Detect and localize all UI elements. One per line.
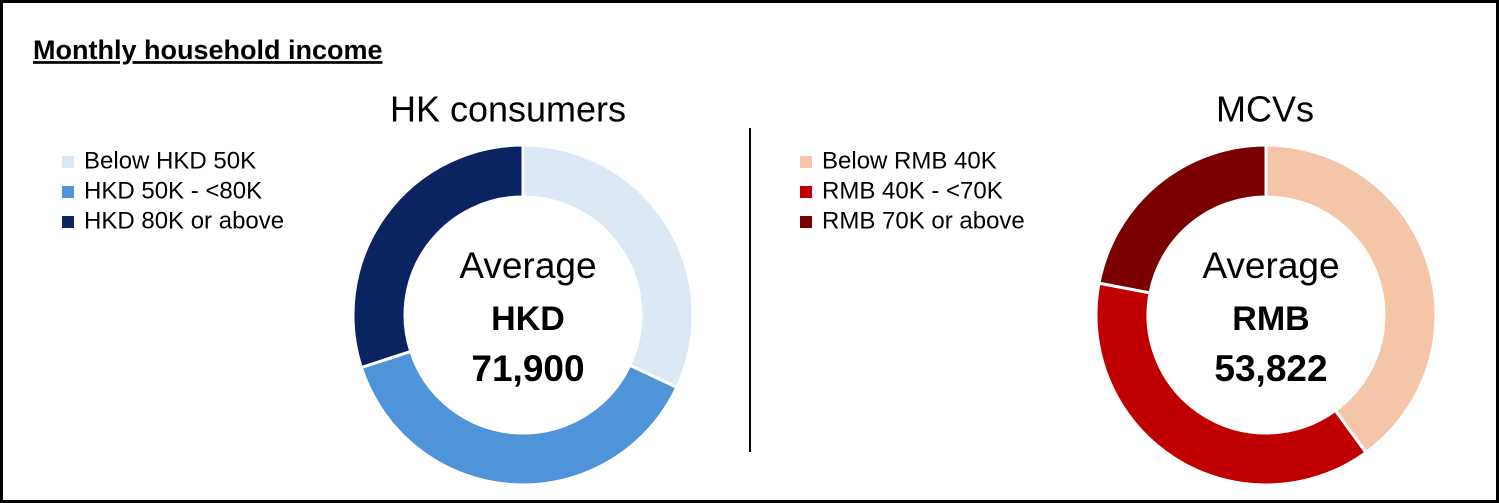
center-text: Average: [1202, 245, 1339, 286]
donut-segment: [1097, 143, 1268, 295]
legend-label: HKD 50K - <80K: [84, 177, 262, 204]
center-text: HKD: [491, 300, 565, 338]
legend-swatch: [800, 216, 812, 228]
center-text: 71,900: [471, 348, 584, 389]
legend-label: RMB 70K or above: [822, 207, 1025, 234]
center-text: RMB: [1232, 300, 1309, 338]
legend-label: RMB 40K - <70K: [822, 177, 1003, 204]
legend-swatch: [62, 156, 74, 168]
chart-title: MCVs: [1216, 89, 1314, 130]
legend-swatch: [800, 156, 812, 168]
donut-segment: [351, 143, 525, 370]
legend-label: Below HKD 50K: [84, 147, 256, 174]
donut-segment: [521, 143, 695, 390]
donut-segment: [1094, 281, 1369, 487]
center-text: Average: [459, 245, 596, 286]
legend-swatch: [62, 186, 74, 198]
heading: Monthly household income: [33, 35, 383, 65]
legend-label: HKD 80K or above: [84, 207, 284, 234]
legend-label: Below RMB 40K: [822, 147, 997, 174]
donut-segment: [359, 349, 679, 487]
legend-swatch: [62, 216, 74, 228]
center-text: 53,822: [1214, 348, 1327, 389]
legend-swatch: [800, 186, 812, 198]
chart-title: HK consumers: [390, 89, 626, 130]
donut-segment: [1264, 143, 1438, 455]
